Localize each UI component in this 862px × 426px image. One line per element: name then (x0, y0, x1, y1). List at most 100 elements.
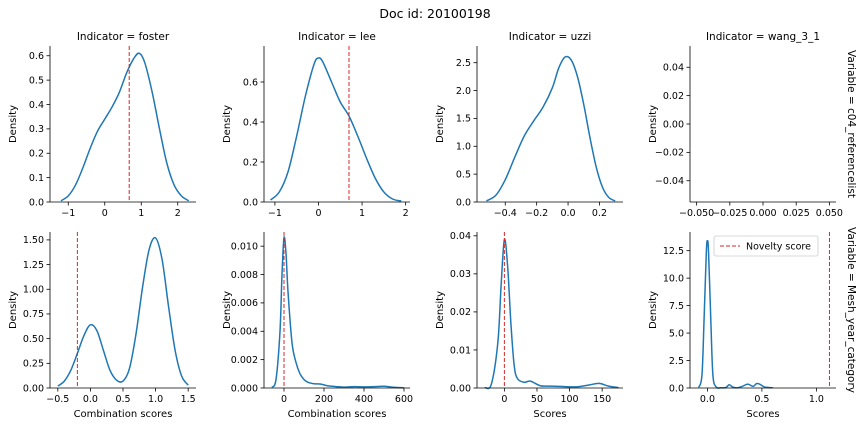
y-tick-label: 12.5 (663, 246, 684, 257)
panel-4: Indicator = wang_3_1 −0.050−0.025 0.000 0.0… (648, 31, 843, 219)
x-tick-label: 150 (593, 394, 611, 405)
y-tick-label: 0.04 (450, 231, 471, 242)
x-tick-label: 1.0 (809, 394, 824, 405)
x-tick-label: 0.2 (592, 208, 607, 219)
row-label-top: Variable = c04_referencelist (845, 50, 857, 198)
y-tick-label: 0.00 (450, 383, 471, 394)
y-tick-label: 0.5 (456, 169, 471, 180)
x-tick-label: 200 (315, 394, 333, 405)
panel-title: Indicator = uzzi (509, 31, 591, 43)
x-tick-label: 0.0 (83, 394, 98, 405)
y-axis-label: Density (648, 291, 659, 329)
panel-title: Indicator = lee (298, 31, 376, 43)
x-tick-label: 1 (138, 208, 144, 219)
y-tick-label: 0.004 (231, 327, 258, 338)
x-axis-label: Scores (533, 409, 566, 420)
panel-title: Indicator = wang_3_1 (706, 31, 820, 43)
x-tick-label: 0 (501, 394, 507, 405)
y-tick-label: 0.75 (23, 309, 44, 320)
y-tick-label: 1.50 (23, 235, 44, 246)
x-tick-label: 2 (175, 208, 181, 219)
y-tick-label: 2.0 (456, 86, 471, 97)
x-tick-label: −0.5 (46, 394, 69, 405)
y-tick-label: 5.0 (669, 328, 684, 339)
x-tick-label: 0 (315, 208, 321, 219)
legend: Novelty score (713, 235, 819, 257)
y-tick-label: 2.5 (456, 58, 471, 69)
panel-5: −0.5 0.0 0.5 1.0 1.5 0.00 0.25 0.50 0.75 1.00 1.25… (8, 232, 196, 420)
legend-label: Novelty score (746, 242, 811, 253)
x-tick-label: 50 (531, 394, 543, 405)
y-tick-label: 0.4 (243, 117, 258, 128)
x-tick-label: 0.0 (560, 208, 575, 219)
y-tick-label: 0.002 (231, 355, 258, 366)
y-tick-label: 0.02 (663, 91, 684, 102)
y-tick-label: −0.04 (655, 176, 684, 187)
y-axis-label: Density (648, 105, 659, 143)
kde-line (271, 236, 405, 389)
x-tick-label: 1 (359, 208, 365, 219)
kde-line (60, 52, 190, 202)
panel-title: Indicator = foster (77, 31, 170, 43)
x-axis-label: Combination scores (74, 409, 173, 420)
y-tick-label: 0.010 (231, 241, 258, 252)
facet-grid: Indicator = foster −1 0 1 2 0.0 0.1 0.2 0.3 0.4 0.… (8, 31, 843, 420)
y-axis-label: Density (435, 105, 446, 143)
y-tick-label: 0.008 (231, 270, 258, 281)
x-tick-label: 400 (355, 394, 373, 405)
y-tick-label: 0.000 (231, 383, 258, 394)
x-tick-label: 0.000 (749, 208, 776, 219)
x-tick-label: −1 (268, 208, 282, 219)
x-tick-label: 0.5 (754, 394, 769, 405)
x-tick-label: 100 (560, 394, 578, 405)
y-axis-label: Density (435, 291, 446, 329)
y-tick-label: 0.6 (243, 77, 258, 88)
panel-8: 0.0 0.5 1.0 0.0 2.5 5.0 7.5 10.0 12.5 Density Scor… (648, 232, 836, 420)
x-tick-label: 0.025 (783, 208, 810, 219)
y-tick-label: 0.0 (29, 197, 44, 208)
y-axis-label: Density (8, 105, 19, 143)
y-tick-label: 0.006 (231, 298, 258, 309)
y-tick-label: 0.0 (243, 197, 258, 208)
y-tick-label: −0.02 (655, 148, 684, 159)
y-tick-label: 1.00 (23, 285, 44, 296)
y-tick-label: 0.0 (669, 383, 684, 394)
x-tick-label: 1.0 (148, 394, 163, 405)
panel-1: Indicator = foster −1 0 1 2 0.0 0.1 0.2 0.3 0.4 0.… (8, 31, 196, 219)
y-axis-label: Density (8, 291, 19, 329)
y-tick-label: 0.00 (663, 119, 684, 130)
y-tick-label: 2.5 (669, 356, 684, 367)
x-tick-label: 1.5 (181, 394, 196, 405)
y-tick-label: 0.00 (23, 383, 44, 394)
panel-2: Indicator = lee −1 0 1 2 0.0 0.2 0.4 0.6 Density (222, 31, 410, 219)
x-tick-label: 0 (281, 394, 287, 405)
y-axis-label: Density (222, 291, 233, 329)
x-tick-label: −0.2 (525, 208, 548, 219)
y-tick-label: 0.6 (29, 51, 44, 62)
x-tick-label: −0.025 (712, 208, 747, 219)
y-tick-label: 1.5 (456, 114, 471, 125)
x-tick-label: 0.0 (700, 394, 715, 405)
x-axis-label: Scores (746, 409, 779, 420)
x-tick-label: 2 (403, 208, 409, 219)
panel-3: Indicator = uzzi −0.4 −0.2 0.0 0.2 0.0 0.5 1.0 1… (435, 31, 623, 219)
y-tick-label: 0.1 (29, 173, 44, 184)
x-axis-label: Combination scores (288, 409, 387, 420)
kde-line (484, 238, 619, 390)
panel-7: 0 50 100 150 0.00 0.01 0.02 0.03 0.04 Density Scor… (435, 231, 623, 420)
y-tick-label: 7.5 (669, 301, 684, 312)
y-tick-label: 10.0 (663, 273, 684, 284)
y-tick-label: 0.04 (663, 63, 684, 74)
x-tick-label: 600 (395, 394, 413, 405)
x-tick-label: 0.050 (816, 208, 843, 219)
kde-line (697, 239, 773, 389)
y-tick-label: 0.01 (450, 345, 471, 356)
y-tick-label: 1.25 (23, 260, 44, 271)
legend-box (713, 235, 819, 257)
x-tick-label: 0 (102, 208, 108, 219)
y-tick-label: 0.2 (29, 149, 44, 160)
y-tick-label: 0.5 (29, 75, 44, 86)
y-tick-label: 0.03 (450, 269, 471, 280)
x-tick-label: −1 (61, 208, 75, 219)
